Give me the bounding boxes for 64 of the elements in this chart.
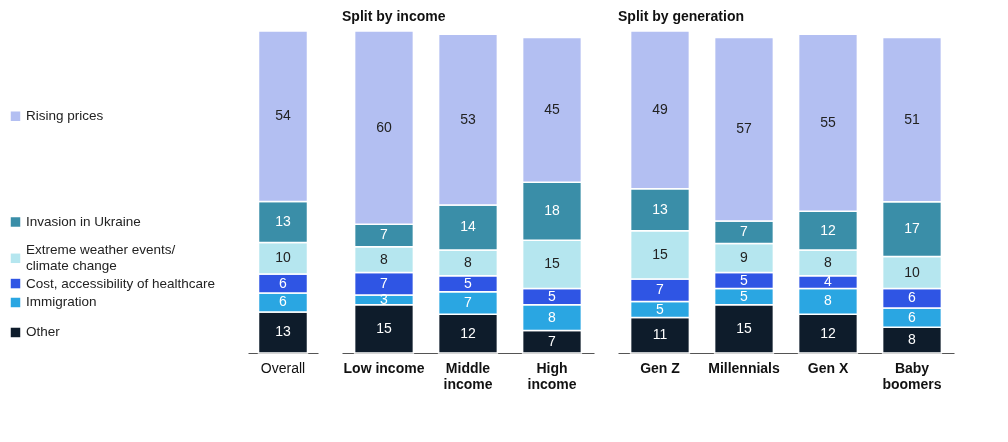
data-label: 7 [740,223,749,240]
data-label: 8 [464,253,473,270]
data-label: 11 [652,326,668,343]
data-label: 6 [908,289,917,306]
data-label: 13 [275,212,291,229]
data-label: 8 [824,253,833,270]
data-label: 9 [740,249,749,266]
data-label: 8 [380,250,389,267]
data-label: 8 [908,331,917,348]
data-label: 7 [548,332,557,349]
chart-title: Split by generation [618,8,745,25]
x-tick-label: Millennials [708,359,780,376]
data-label: 10 [275,249,291,266]
legend-label: Invasion in Ukraine [26,213,141,229]
data-label: 13 [275,323,291,340]
data-label: 15 [736,319,752,336]
data-label: 53 [460,110,476,127]
data-label: 54 [275,107,291,124]
data-label: 7 [656,281,665,298]
data-label: 12 [820,324,836,341]
x-tick-label: Low income [343,359,425,376]
data-label: 5 [464,274,473,291]
data-label: 55 [820,113,836,130]
data-label: 5 [548,287,557,304]
data-label: 14 [460,218,476,235]
chart-title: Split by income [342,8,446,25]
data-label: 15 [652,245,668,262]
data-label: 18 [544,202,560,219]
x-tick-label: Middle income [443,359,493,392]
data-label: 49 [652,100,668,117]
legend-label: Extreme weather events/ climate change [26,242,176,274]
data-label: 51 [904,110,920,127]
legend-label: Cost, accessibility of healthcare [26,275,216,291]
x-tick-label: Gen X [807,359,849,376]
x-tick-label: Gen Z [640,359,681,376]
data-label: 8 [548,308,557,325]
legend-label: Rising prices [26,108,104,124]
data-label: 12 [460,324,476,341]
data-label: 12 [820,221,836,238]
data-label: 17 [904,220,920,237]
data-label: 15 [376,319,392,336]
x-tick-label: High income [527,359,577,392]
legend-label: Other [26,324,61,340]
data-label: 6 [279,293,288,310]
data-label: 5 [740,271,749,288]
data-label: 4 [824,273,833,290]
data-label: 3 [380,290,389,307]
data-label: 5 [740,287,749,304]
data-label: 45 [544,100,560,117]
x-tick-label: Baby boomers [882,359,942,392]
data-label: 60 [376,118,392,135]
data-label: 57 [736,120,752,137]
data-label: 7 [464,294,473,311]
data-label: 13 [652,200,668,217]
data-label: 7 [380,274,389,291]
data-label: 6 [279,274,288,291]
data-label: 10 [904,263,920,280]
data-label: 6 [908,308,917,325]
data-label: 8 [824,292,833,309]
data-label: 7 [380,226,389,243]
data-label: 5 [656,300,665,317]
data-label: 15 [544,255,560,272]
x-tick-label: Overall [260,359,306,376]
legend-label: Immigration [26,294,97,310]
